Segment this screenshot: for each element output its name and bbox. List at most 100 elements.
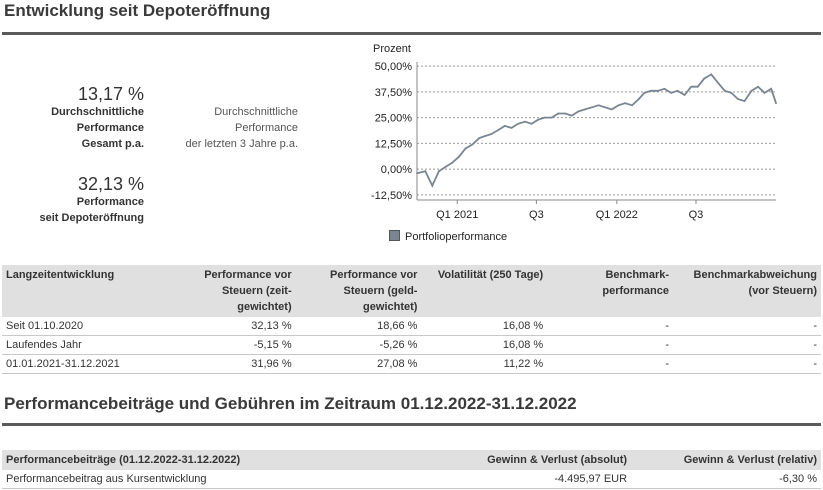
data-point (670, 91, 672, 94)
table-cell: - (547, 354, 674, 374)
table-row: 01.01.2021-31.12.2021 31,96 % 27,08 % 11… (2, 354, 821, 374)
column-header: Volatilität (250 Tage) (421, 265, 548, 317)
table-cell: 31,96 % (169, 354, 296, 374)
y-tick-label: -12,50% (371, 190, 412, 202)
table-cell: Seit 01.10.2020 (2, 317, 170, 336)
data-point (497, 129, 500, 131)
data-point (690, 85, 693, 88)
table-cell: -5,26 % (295, 335, 422, 355)
x-tick-label: Q3 (529, 209, 544, 221)
table-cell: - (673, 317, 821, 336)
data-point (431, 184, 434, 187)
table-cell: 11,22 % (421, 354, 548, 374)
legend-swatch (389, 230, 400, 241)
y-tick-label: 0,00% (381, 164, 412, 176)
section-title-performancebeitraege: Performancebeiträge und Gebühren im Zeit… (4, 394, 577, 413)
data-point (530, 122, 533, 125)
data-point (537, 118, 540, 121)
table-cell: - (547, 335, 674, 355)
data-point (416, 172, 418, 175)
table-cell: 01.01.2021-31.12.2021 (2, 354, 170, 374)
data-point (483, 135, 486, 138)
data-point (683, 94, 686, 96)
column-header: Benchmark-performance (547, 265, 674, 317)
section-title-entwicklung: Entwicklung seit Depoteröffnung (4, 1, 271, 20)
data-point (478, 137, 480, 140)
table-cell: 27,08 % (295, 354, 422, 374)
data-point (737, 98, 739, 100)
table-cell: Performancebeitrag aus Kursentwicklung (2, 470, 439, 489)
data-point (517, 122, 519, 125)
data-point (577, 110, 580, 113)
table-cell: - (673, 354, 821, 374)
y-tick-label: 12,50% (375, 138, 413, 150)
table-cell: -6,30 % (631, 470, 821, 489)
column-header: Performance vor Steuern (zeit-gewichtet) (169, 265, 296, 317)
data-point (591, 106, 593, 109)
data-point (763, 91, 766, 94)
data-point (550, 116, 553, 119)
data-point (770, 87, 773, 90)
data-point (703, 77, 706, 80)
table-cell: -4.495,97 EUR (438, 470, 632, 489)
column-header: Gewinn & Verlust (relativ) (631, 450, 821, 470)
data-point (643, 91, 646, 94)
since-open-performance-label: Performance seit Depoteröffnung (39, 196, 145, 224)
section-divider (2, 423, 821, 426)
data-point (657, 89, 659, 92)
data-point (444, 166, 447, 168)
data-point (570, 114, 573, 117)
x-tick-label: Q3 (689, 209, 704, 221)
data-point (663, 87, 666, 90)
data-point (743, 100, 746, 103)
table-row: Seit 01.10.2020 32,13 % 18,66 % 16,08 % … (2, 317, 821, 336)
y-tick-label: 25,00% (375, 113, 413, 125)
data-point (610, 108, 613, 111)
x-tick-label: Q1 2022 (596, 209, 638, 221)
column-header: Performance vor Steuern (geld-gewichtet) (295, 265, 422, 317)
data-point (604, 106, 606, 109)
avg-performance-label: Durchschnittliche Performance Gesamt p.a… (51, 106, 144, 150)
chart-y-label: Prozent (373, 43, 411, 55)
column-header: Performancebeiträge (01.12.2022-31.12.20… (2, 450, 439, 470)
column-header: Benchmarkabweichung (vor Steuern) (673, 265, 821, 317)
table-cell: - (673, 335, 821, 355)
data-point (424, 170, 427, 173)
table-header-row: Performancebeiträge (01.12.2022-31.12.20… (2, 450, 821, 470)
data-point (757, 85, 759, 88)
avg-3y-performance-label: Durchschnittliche Performance der letzte… (185, 106, 298, 150)
table-cell: -5,15 % (169, 335, 296, 355)
data-point (437, 170, 440, 173)
table-cell: - (547, 317, 674, 336)
data-point (723, 89, 726, 92)
table-header-row: Langzeitentwicklung Performance vor Steu… (2, 265, 821, 317)
data-point (637, 98, 640, 100)
table-cell: 18,66 % (295, 317, 422, 336)
data-point (696, 85, 699, 88)
table-row: Performancebeitrag aus Kursentwicklung -… (2, 470, 821, 489)
table-cell: 16,08 % (421, 335, 548, 355)
data-point (543, 116, 546, 119)
data-point (490, 133, 493, 135)
data-point (464, 147, 467, 150)
column-header: Langzeitentwicklung (2, 265, 170, 317)
data-point (650, 89, 652, 92)
data-point (676, 89, 679, 92)
table-cell: Laufendes Jahr (2, 335, 170, 355)
y-tick-label: 37,50% (375, 87, 413, 99)
table-row: Laufendes Jahr -5,15 % -5,26 % 16,08 % -… (2, 335, 821, 355)
avg-performance-value: 13,17 % (77, 84, 144, 104)
data-point (564, 112, 567, 115)
y-tick-label: 50,00% (375, 61, 413, 73)
table-cell: 32,13 % (169, 317, 296, 336)
data-point (458, 155, 460, 158)
long-term-table: Langzeitentwicklung Performance vor Steu… (2, 265, 821, 374)
column-header: Gewinn & Verlust (absolut) (438, 450, 632, 470)
data-point (617, 104, 620, 107)
x-tick-label: Q1 2021 (436, 209, 478, 221)
data-point (557, 112, 560, 115)
data-point (471, 143, 474, 146)
contribution-table: Performancebeiträge (01.12.2022-31.12.20… (2, 450, 821, 489)
section-divider (2, 32, 821, 35)
